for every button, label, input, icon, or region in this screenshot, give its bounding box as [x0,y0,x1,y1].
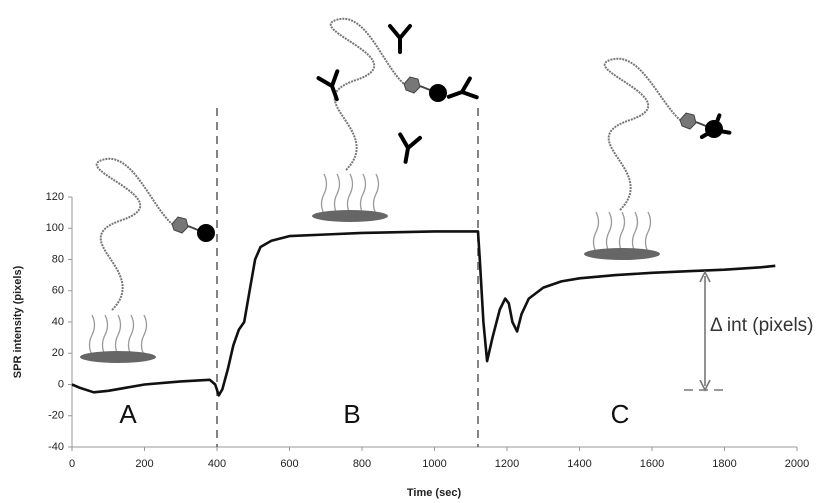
x-tick-label: 200 [135,458,153,470]
antibody [316,69,340,102]
x-tick-label: 800 [353,458,371,470]
tether [603,57,681,211]
annotation: C [611,399,630,429]
y-tick-label: 100 [46,222,64,234]
x-tick-label: 400 [208,458,226,470]
antibody [398,132,422,164]
polymer-brush [88,314,96,356]
y-tick-label: 0 [58,378,64,390]
polymer-brush [114,314,122,356]
polymer-brush [372,173,380,215]
antibody-shape [316,69,340,102]
linker [695,121,707,127]
tether-illustration [95,157,215,311]
polymer-brush [140,314,148,356]
surface-illustration [80,314,156,363]
antibody [388,24,412,54]
linker [187,225,199,231]
x-tick-label: 1000 [422,458,446,470]
tether [95,157,173,311]
x-tick-label: 1600 [640,458,664,470]
y-tick-label: -40 [48,441,64,453]
sensor-surface [312,210,388,222]
x-tick-label: 0 [69,458,75,470]
linker [419,85,431,91]
x-tick-label: 2000 [785,458,809,470]
antibody [446,76,479,100]
polymer-brush [320,173,328,215]
x-tick-label: 600 [280,458,298,470]
antibody-shape [446,76,479,100]
x-tick-label: 1400 [567,458,591,470]
tether-illustration [329,17,447,171]
y-tick-label: -20 [48,410,64,422]
bead [197,224,215,242]
y-tick-label: 40 [52,316,64,328]
antibody-shape [398,132,422,164]
antibody [699,113,732,139]
y-axis-title: SPR intensity (pixels) [12,265,24,378]
polymer-brush [644,211,652,253]
y-tick-label: 80 [52,253,64,265]
x-axis-title: Time (sec) [407,487,462,499]
sensor-surface [584,248,660,260]
ligand [679,112,697,130]
polymer-brush [605,211,613,253]
polymer-brush [127,314,135,356]
ligand [171,216,189,234]
polymer-brush [592,211,600,253]
y-tick-label: 20 [52,347,64,359]
data-line [71,230,776,397]
polymer-brush [101,314,109,356]
y-tick-label: 120 [46,191,64,203]
surface-illustration [584,211,660,260]
antibody-shape [699,113,732,139]
bead [429,84,447,102]
polymer-brush [359,173,367,215]
annotation: Δ int (pixels) [710,315,814,336]
surface-illustration [312,173,388,222]
annotation: A [119,399,137,429]
ligand [403,76,421,94]
polymer-brush [333,173,341,215]
y-tick-label: 60 [52,285,64,297]
polymer-brush [346,173,354,215]
x-tick-label: 1200 [495,458,519,470]
polymer-brush [631,211,639,253]
antibody-shape [388,24,412,54]
polymer-brush [618,211,626,253]
annotation: B [343,399,360,429]
tether [329,17,405,171]
x-tick-label: 1800 [712,458,736,470]
sensor-surface [80,351,156,363]
